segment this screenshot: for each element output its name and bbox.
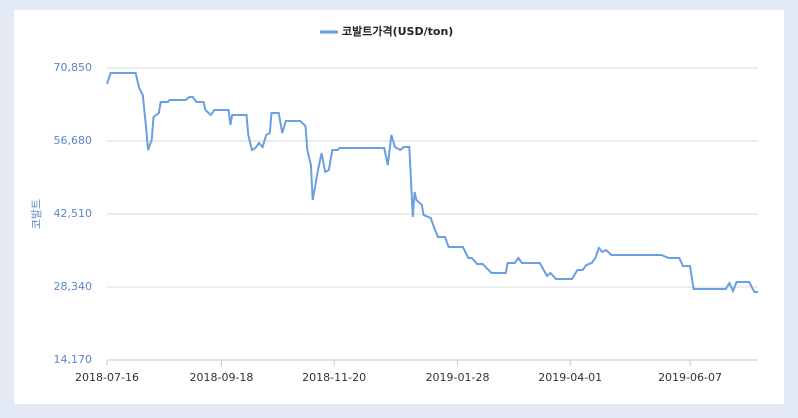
x-tick-label: 2019-01-28 — [426, 371, 490, 384]
y-tick-label: 56,680 — [54, 134, 93, 147]
x-tick-label: 2019-04-01 — [538, 371, 602, 384]
panel — [14, 10, 784, 404]
x-tick-label: 2018-09-18 — [189, 371, 253, 384]
line — [106, 72, 758, 294]
x-tick-label: 2018-11-20 — [302, 371, 366, 384]
y-tick-label: 28,340 — [54, 280, 93, 293]
y-tick-label: 70,850 — [54, 61, 93, 74]
legend-label: 코발트가격(USD/ton) — [342, 24, 453, 38]
y-axis-label: 코발트 — [30, 199, 43, 229]
y-tick-label: 42,510 — [54, 207, 93, 220]
y-tick-label: 14,170 — [54, 353, 93, 366]
x-tick-label: 2019-06-07 — [658, 371, 722, 384]
x-tick-label: 2018-07-16 — [75, 371, 139, 384]
